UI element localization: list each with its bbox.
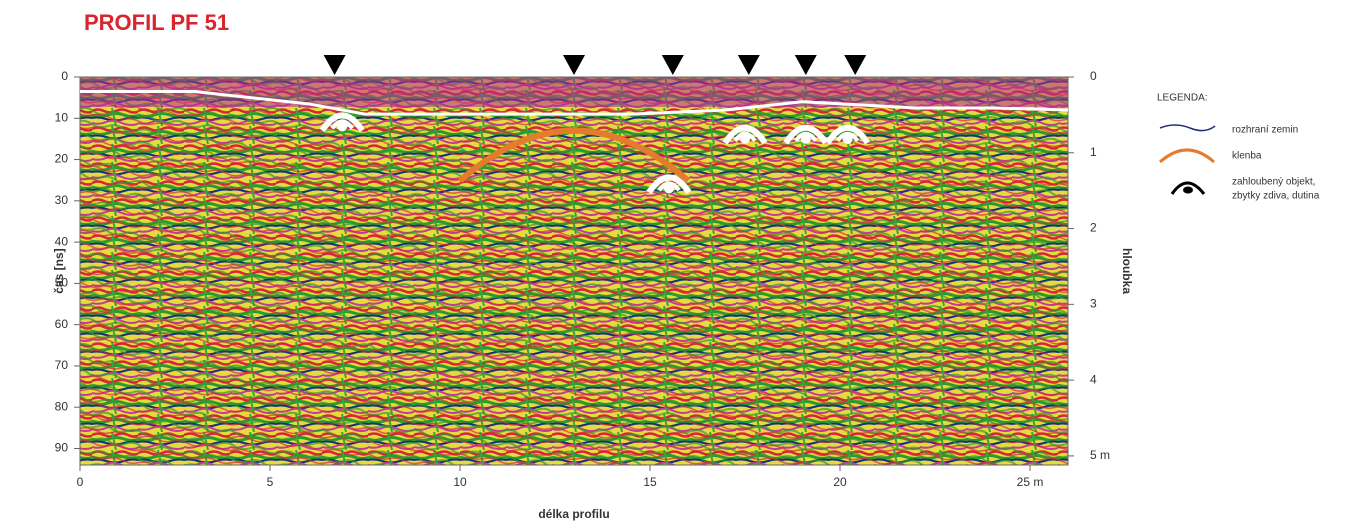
y-tick-label: 80 bbox=[55, 399, 69, 413]
chart-title: PROFIL PF 51 bbox=[84, 10, 229, 35]
y-tick-label: 10 bbox=[55, 110, 69, 124]
y2-tick-label: 1 bbox=[1090, 145, 1097, 159]
chart: PROFIL PF 51 čas [ns] hloubka délka prof… bbox=[0, 0, 1366, 525]
x-tick-label: 10 bbox=[453, 475, 467, 489]
y-tick-label: 20 bbox=[55, 152, 69, 166]
y-tick-label: 50 bbox=[55, 276, 69, 290]
x-axis-title: délka profilu bbox=[538, 507, 609, 521]
y2-tick-label: 4 bbox=[1090, 372, 1097, 386]
legend-symbol bbox=[1160, 125, 1215, 131]
y2-tick-label: 3 bbox=[1090, 297, 1097, 311]
legend-symbol bbox=[1183, 187, 1193, 194]
legend-title: LEGENDA: bbox=[1157, 93, 1208, 104]
legend: LEGENDA: rozhraní zemin klenba zahloubený o… bbox=[1157, 93, 1320, 202]
marker-triangle bbox=[738, 55, 760, 75]
object-dot bbox=[801, 134, 811, 144]
x-tick-label: 5 bbox=[267, 475, 274, 489]
marker-triangle bbox=[795, 55, 817, 75]
y-tick-label: 30 bbox=[55, 193, 69, 207]
marker-triangle bbox=[662, 55, 684, 75]
marker-triangle bbox=[844, 55, 866, 75]
x-tick-label: 25 m bbox=[1017, 475, 1044, 489]
object-dot bbox=[337, 121, 347, 131]
radargram bbox=[80, 77, 1068, 465]
marker-triangle bbox=[324, 55, 346, 75]
y2-axis-title: hloubka bbox=[1120, 248, 1134, 294]
marker-triangle bbox=[563, 55, 585, 75]
surface-band bbox=[80, 77, 1068, 107]
object-dot bbox=[843, 134, 853, 144]
y-tick-label: 60 bbox=[55, 317, 69, 331]
y-tick-label: 90 bbox=[55, 441, 69, 455]
object-dot bbox=[664, 183, 674, 193]
legend-label: rozhraní zemin bbox=[1232, 125, 1298, 136]
x-tick-label: 0 bbox=[77, 475, 84, 489]
x-tick-label: 20 bbox=[833, 475, 847, 489]
y-tick-label: 0 bbox=[61, 69, 68, 83]
legend-symbol bbox=[1160, 150, 1214, 162]
y-tick-label: 40 bbox=[55, 234, 69, 248]
y2-tick-label: 0 bbox=[1090, 69, 1097, 83]
y2-tick-label: 2 bbox=[1090, 221, 1097, 235]
x-tick-label: 15 bbox=[643, 475, 657, 489]
legend-label: zahloubený objekt, bbox=[1232, 177, 1315, 188]
y-tick-label: 70 bbox=[55, 358, 69, 372]
object-dot bbox=[740, 134, 750, 144]
y2-tick-label: 5 m bbox=[1090, 448, 1110, 462]
radar-image-overlay bbox=[80, 77, 1068, 465]
legend-label: klenba bbox=[1232, 151, 1262, 162]
legend-label: zbytky zdiva, dutina bbox=[1232, 191, 1320, 202]
